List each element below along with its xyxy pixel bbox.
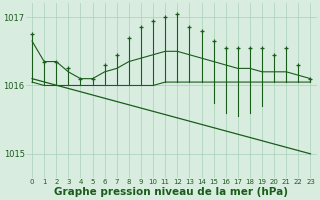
X-axis label: Graphe pression niveau de la mer (hPa): Graphe pression niveau de la mer (hPa) — [54, 187, 288, 197]
